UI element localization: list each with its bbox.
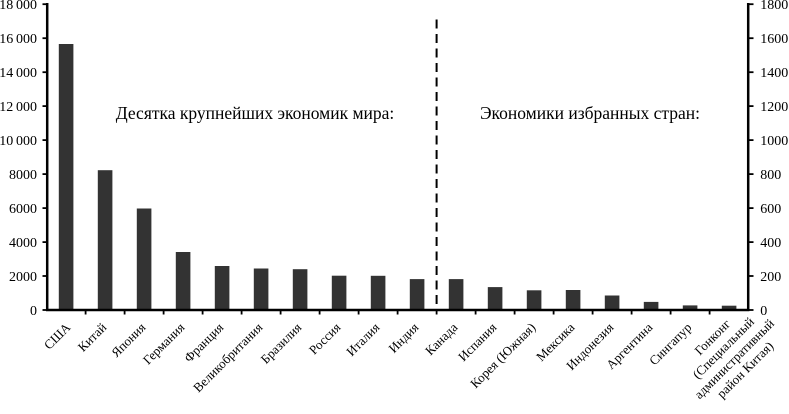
svg-text:Сингапур: Сингапур xyxy=(646,320,694,368)
svg-text:18 000: 18 000 xyxy=(0,0,37,13)
svg-text:Германия: Германия xyxy=(140,320,188,368)
svg-text:4000: 4000 xyxy=(9,236,37,251)
svg-text:12 000: 12 000 xyxy=(0,100,37,115)
svg-text:6000: 6000 xyxy=(9,202,37,217)
svg-text:8000: 8000 xyxy=(9,168,37,183)
svg-text:Китай: Китай xyxy=(75,320,110,355)
svg-text:Гонконг(Специальныйадминистрат: Гонконг(Специальныйадминистративныйрайон… xyxy=(669,294,788,413)
svg-text:Десятка крупнейших экономик ми: Десятка крупнейших экономик мира: xyxy=(116,103,395,123)
svg-text:200: 200 xyxy=(760,270,781,285)
svg-text:1400: 1400 xyxy=(760,66,788,81)
svg-text:16 000: 16 000 xyxy=(0,32,37,47)
svg-text:400: 400 xyxy=(760,236,781,251)
svg-text:800: 800 xyxy=(760,168,781,183)
svg-text:1600: 1600 xyxy=(760,32,788,47)
svg-text:Италия: Италия xyxy=(343,320,382,359)
svg-text:0: 0 xyxy=(30,304,37,319)
svg-text:600: 600 xyxy=(760,202,781,217)
svg-text:Индия: Индия xyxy=(385,320,421,356)
svg-text:10 000: 10 000 xyxy=(0,134,37,149)
svg-text:2000: 2000 xyxy=(9,270,37,285)
svg-text:14 000: 14 000 xyxy=(0,66,37,81)
svg-text:1800: 1800 xyxy=(760,0,788,13)
svg-text:0: 0 xyxy=(760,304,767,319)
svg-text:Великобритания: Великобритания xyxy=(190,320,265,395)
svg-text:США: США xyxy=(41,319,74,352)
svg-text:Россия: Россия xyxy=(306,320,344,358)
svg-text:Экономики избранных стран:: Экономики избранных стран: xyxy=(480,103,700,123)
svg-text:1000: 1000 xyxy=(760,134,788,149)
svg-text:Бразилия: Бразилия xyxy=(258,320,305,367)
svg-text:1200: 1200 xyxy=(760,100,788,115)
